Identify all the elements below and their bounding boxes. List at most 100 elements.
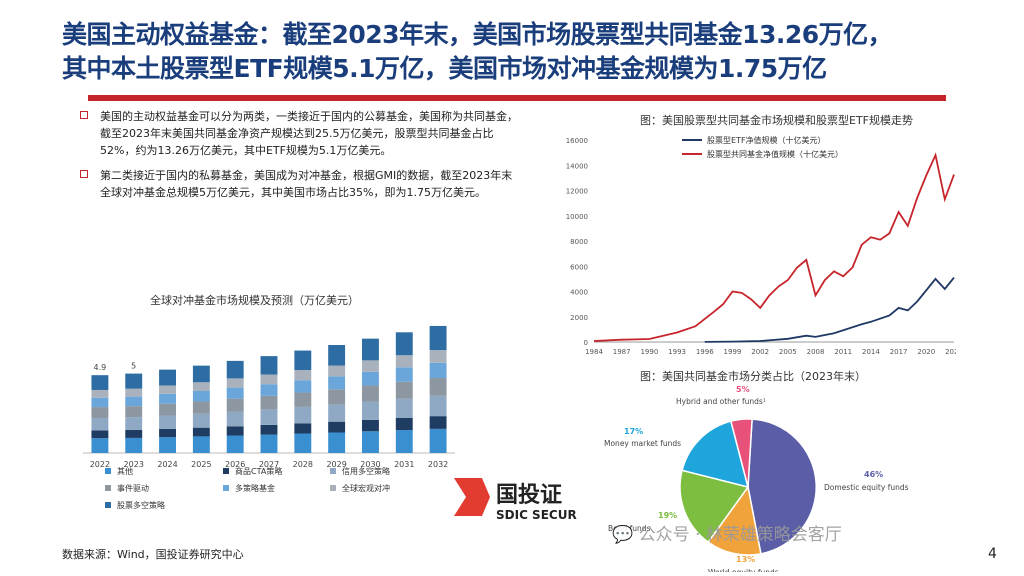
logo-en-text: SDIC SECUR bbox=[496, 508, 577, 522]
bar-segment bbox=[192, 401, 210, 414]
bar-segment bbox=[429, 416, 447, 429]
bar-segment bbox=[91, 430, 109, 439]
bar-total-label: 5 bbox=[131, 362, 136, 371]
bar-legend-label: 事件驱动 bbox=[117, 483, 149, 493]
line-x-tick: 2002 bbox=[751, 348, 769, 356]
bar-segment bbox=[125, 429, 143, 438]
bar-segment bbox=[362, 419, 379, 432]
bar-segment bbox=[328, 404, 346, 422]
line-x-tick: 2014 bbox=[862, 348, 880, 356]
bar-legend-label: 股票多空策略 bbox=[117, 500, 165, 510]
bar-legend-swatch bbox=[223, 468, 229, 474]
bar-x-tick: 2027 bbox=[259, 460, 279, 469]
bar-segment bbox=[328, 365, 346, 377]
bar-segment bbox=[294, 370, 312, 381]
bar-segment bbox=[429, 362, 447, 379]
bar-segment bbox=[159, 415, 176, 429]
bar-segment bbox=[91, 375, 109, 390]
company-logo: 国投证 SDIC SECUR bbox=[452, 472, 592, 522]
bar-legend-swatch bbox=[105, 485, 111, 491]
wechat-watermark: 💬 公众号 · 林荣雄策略会客厅 bbox=[612, 520, 842, 545]
bar-segment bbox=[294, 350, 312, 371]
line-x-tick: 1987 bbox=[613, 348, 631, 356]
mutual-fund-pie-chart: 46% Domestic equity funds 13% World equity … bbox=[604, 385, 909, 572]
title-underline bbox=[88, 95, 946, 101]
bar-segment bbox=[91, 417, 109, 431]
watermark-text: 公众号 · 林荣雄策略会客厅 bbox=[638, 525, 842, 545]
bar-segment bbox=[159, 437, 176, 453]
bar-total-label: 4.9 bbox=[94, 363, 107, 372]
bar-segment bbox=[395, 355, 413, 368]
bar-segment bbox=[91, 407, 109, 418]
line-series bbox=[704, 277, 955, 343]
bar-segment bbox=[159, 428, 176, 438]
bar-x-tick: 2032 bbox=[428, 460, 448, 469]
bar-segment bbox=[395, 398, 413, 418]
bar-segment bbox=[429, 378, 447, 396]
pie-slice-pct: 19% bbox=[658, 511, 677, 520]
hedge-fund-bar-chart: 2022 4.9 2023 5 2024 2025 2026 2027 2028 2029 2030… bbox=[83, 325, 455, 510]
bar-segment bbox=[260, 424, 278, 435]
pie-slice-label: Money market funds bbox=[604, 439, 681, 448]
bar-segment bbox=[192, 427, 210, 437]
page-number: 4 bbox=[988, 546, 997, 562]
bar-segment bbox=[192, 390, 210, 402]
pie-chart-title: 图：美国共同基金市场分类占比（2023年末） bbox=[640, 370, 866, 383]
line-x-tick: 2011 bbox=[834, 348, 852, 356]
bar-segment bbox=[226, 378, 244, 388]
bar-legend-swatch bbox=[330, 485, 336, 491]
bar-segment bbox=[328, 376, 346, 390]
line-y-tick: 4000 bbox=[570, 289, 588, 297]
line-x-tick: 2020 bbox=[917, 348, 935, 356]
bar-segment bbox=[91, 389, 109, 398]
bar-legend-label: 商品CTA策略 bbox=[235, 466, 282, 476]
pie-slice bbox=[707, 485, 762, 556]
line-y-tick: 8000 bbox=[570, 238, 588, 246]
line-legend-label: 股票型共同基金净值规模（十亿美元） bbox=[707, 149, 843, 159]
bar-segment bbox=[260, 434, 278, 453]
logo-cn-text: 国投证 bbox=[496, 483, 562, 508]
wechat-icon: 💬 bbox=[612, 525, 634, 545]
bar-segment bbox=[294, 433, 312, 453]
line-y-tick: 6000 bbox=[570, 263, 588, 271]
line-x-tick: 2023 bbox=[945, 348, 956, 356]
bar-segment bbox=[362, 338, 379, 361]
bar-legend-swatch bbox=[105, 502, 111, 508]
bar-segment bbox=[429, 325, 447, 351]
bar-segment bbox=[226, 426, 244, 436]
pie-slice-label: Bond funds bbox=[608, 524, 651, 533]
bullet-list: 美国的主动权益基金可以分为两类，一类接近于国内的公募基金，美国称为共同基金，截至… bbox=[80, 108, 520, 209]
bar-segment bbox=[226, 435, 244, 453]
bar-segment bbox=[192, 382, 210, 391]
source-note: 数据来源：Wind，国投证券研究中心 bbox=[62, 548, 244, 561]
line-chart-title: 图：美国股票型共同基金市场规模和股票型ETF规模走势 bbox=[640, 114, 913, 127]
bar-segment bbox=[125, 437, 143, 453]
page-title: 美国主动权益基金：截至2023年末，美国市场股票型共同基金13.26万亿， 其中… bbox=[62, 18, 1012, 86]
pie-slice-pct: 46% bbox=[864, 470, 883, 479]
line-x-tick: 1984 bbox=[585, 348, 603, 356]
bar-x-tick: 2030 bbox=[360, 460, 380, 469]
bar-segment bbox=[226, 398, 244, 412]
line-legend-label: 股票型ETF净值规模（十亿美元） bbox=[707, 135, 826, 145]
bar-segment bbox=[125, 406, 143, 418]
mutual-fund-line-chart: 0 2000 4000 6000 8000 10000 12000 14000 16000 198… bbox=[566, 135, 956, 356]
bar-x-tick: 2022 bbox=[90, 460, 110, 469]
bar-x-tick: 2029 bbox=[326, 460, 346, 469]
bar-segment bbox=[328, 345, 346, 366]
bar-x-tick: 2023 bbox=[124, 460, 144, 469]
line-y-tick: 16000 bbox=[566, 137, 588, 145]
bar-segment bbox=[159, 385, 176, 394]
bar-segment bbox=[294, 392, 312, 407]
bullet-text: 美国的主动权益基金可以分为两类，一类接近于国内的公募基金，美国称为共同基金，截至… bbox=[100, 110, 518, 157]
bar-segment bbox=[192, 365, 210, 383]
bar-segment bbox=[260, 374, 278, 385]
line-y-tick: 0 bbox=[584, 339, 588, 347]
line-x-tick: 2005 bbox=[779, 348, 797, 356]
bar-segment bbox=[362, 431, 379, 453]
line-x-tick: 1990 bbox=[640, 348, 658, 356]
bar-segment bbox=[260, 395, 278, 410]
bar-legend-label: 信用多空策略 bbox=[342, 466, 390, 476]
bar-x-tick: 2025 bbox=[191, 460, 211, 469]
title-line-1: 美国主动权益基金：截至2023年末，美国市场股票型共同基金13.26万亿， bbox=[62, 20, 893, 49]
bar-segment bbox=[395, 381, 413, 399]
